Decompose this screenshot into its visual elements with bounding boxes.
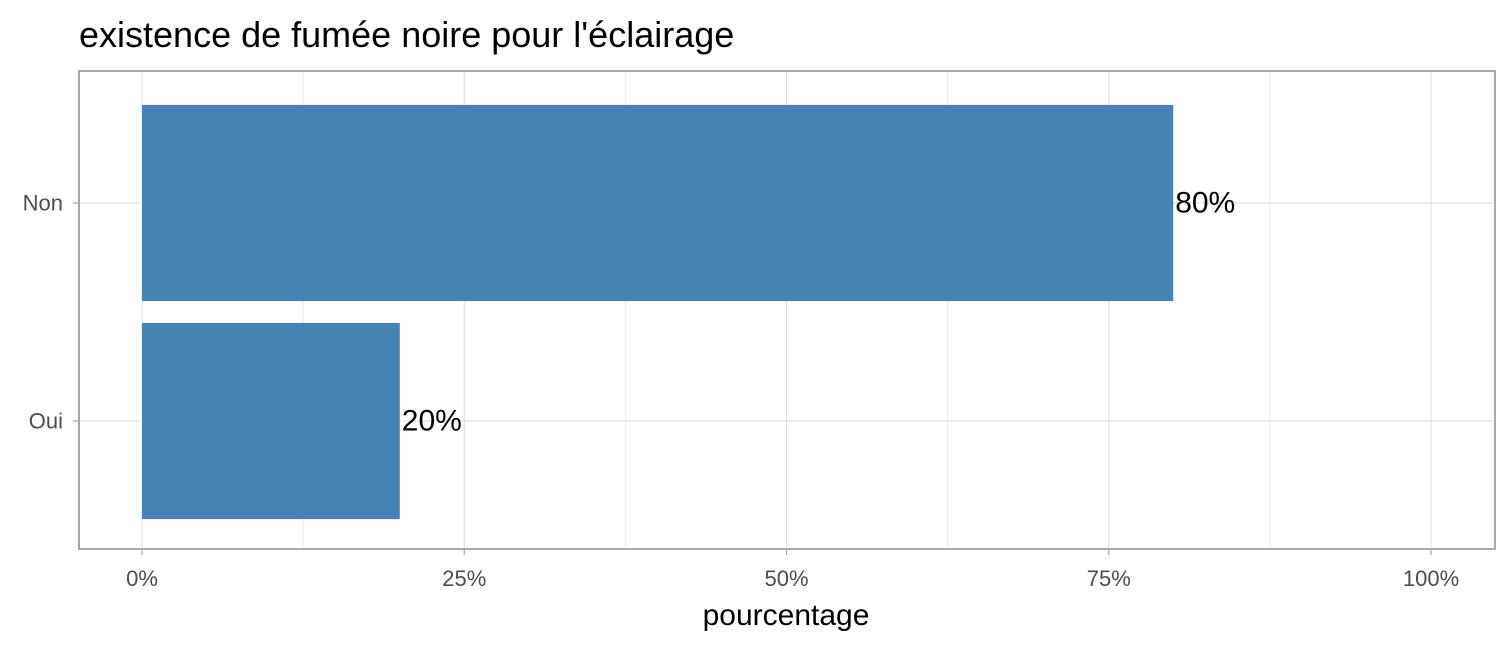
bar-oui xyxy=(142,322,400,520)
x-tick-label: 75% xyxy=(1087,566,1131,591)
chart-title: existence de fumée noire pour l'éclairag… xyxy=(79,14,734,55)
data-label-non: 80% xyxy=(1175,187,1235,220)
x-axis-labels: 0% 25% 50% 75% 100% xyxy=(126,566,1459,591)
y-axis-labels: Non Oui xyxy=(23,191,63,434)
x-tick-label: 50% xyxy=(764,566,808,591)
y-tick-label-oui: Oui xyxy=(29,409,63,434)
axis-ticks xyxy=(73,202,1432,555)
data-label-oui: 20% xyxy=(402,405,462,438)
x-tick-label: 100% xyxy=(1403,566,1459,591)
bars xyxy=(142,104,1174,520)
x-axis-title: pourcentage xyxy=(703,599,870,632)
data-labels: 80% 20% xyxy=(402,187,1235,438)
bar-non xyxy=(142,104,1174,302)
x-tick-label: 25% xyxy=(442,566,486,591)
y-tick-label-non: Non xyxy=(23,191,63,216)
x-tick-label: 0% xyxy=(126,566,158,591)
